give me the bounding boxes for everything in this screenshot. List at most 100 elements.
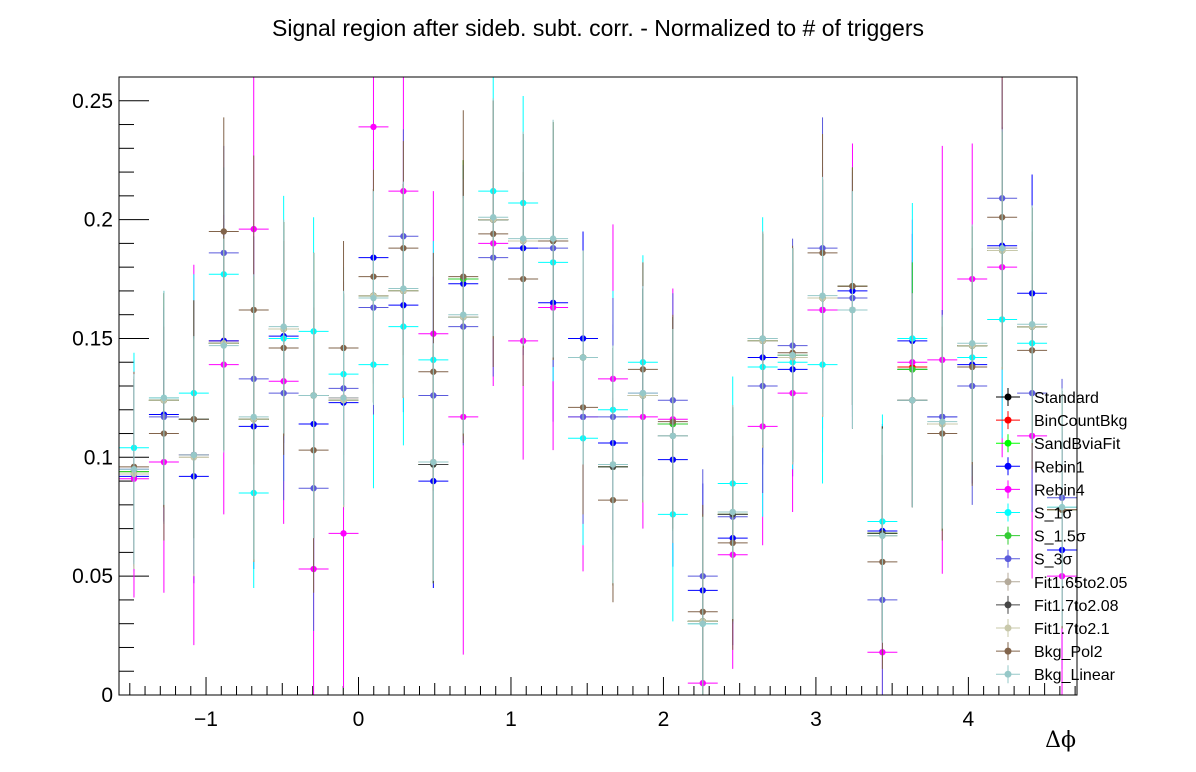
data-point bbox=[460, 311, 467, 318]
legend-marker bbox=[1004, 439, 1012, 447]
legend-label: S_1σ bbox=[1034, 506, 1072, 523]
legend-label: S_1.5σ bbox=[1034, 529, 1086, 546]
data-point bbox=[190, 451, 198, 459]
y-tick-label: 0.15 bbox=[72, 327, 113, 350]
data-point bbox=[789, 351, 796, 359]
x-tick-label: 0 bbox=[353, 708, 365, 731]
data-point bbox=[250, 413, 257, 421]
legend-label: Bkg_Pol2 bbox=[1034, 644, 1103, 661]
data-point bbox=[370, 123, 377, 131]
legend-item: Fit1.65to2.05 bbox=[996, 572, 1128, 592]
data-point bbox=[639, 389, 647, 397]
legend-marker bbox=[1004, 416, 1012, 424]
data-point bbox=[130, 465, 138, 473]
legend-item: Rebin1 bbox=[996, 457, 1085, 476]
data-point bbox=[579, 354, 587, 361]
data-point bbox=[849, 306, 856, 314]
plot-frame bbox=[118, 76, 1078, 696]
legend-marker bbox=[1004, 462, 1012, 470]
legend-label: Fit1.7to2.1 bbox=[1034, 621, 1110, 638]
legend-label: SandBviaFit bbox=[1034, 436, 1121, 453]
series-Rebin4 bbox=[119, 77, 1077, 695]
legend-item: Bkg_Pol2 bbox=[996, 642, 1103, 661]
data-point bbox=[220, 228, 227, 235]
legend-marker bbox=[1004, 578, 1012, 586]
legend-item: Fit1.7to2.1 bbox=[996, 619, 1110, 638]
series-BinCountBkg bbox=[119, 100, 1077, 695]
legend-item: Bkg_Linear bbox=[996, 665, 1116, 684]
series-S_1σ bbox=[119, 77, 1077, 695]
data-point bbox=[909, 397, 916, 404]
legend-marker bbox=[1004, 647, 1012, 655]
data-point bbox=[609, 461, 617, 468]
series-Fit1.65to2.05 bbox=[119, 100, 1077, 695]
legend-marker bbox=[1004, 485, 1012, 493]
data-point bbox=[819, 292, 826, 299]
legend-item: S_1.5σ bbox=[996, 526, 1086, 546]
y-tick-label: 0.05 bbox=[72, 565, 113, 588]
data-point bbox=[280, 323, 287, 330]
data-point bbox=[310, 392, 317, 399]
data-point bbox=[1028, 321, 1036, 328]
legend-label: Rebin1 bbox=[1034, 459, 1085, 476]
data-point bbox=[699, 620, 706, 627]
legend-item: Rebin4 bbox=[996, 480, 1085, 499]
data-point bbox=[1058, 504, 1066, 511]
legend-marker bbox=[1004, 624, 1012, 632]
x-tick-label: 2 bbox=[658, 708, 670, 731]
x-tick-label: −1 bbox=[194, 708, 218, 731]
legend-marker bbox=[1004, 509, 1012, 516]
series-Fit1.7to2.1 bbox=[119, 100, 1077, 695]
legend-marker bbox=[1004, 670, 1012, 678]
x-tick-label: 1 bbox=[505, 708, 517, 731]
legend: Standard BinCountBkg SandBviaFit Rebin1 Rebi… bbox=[996, 388, 1128, 684]
data-point bbox=[669, 432, 677, 440]
legend-item: SandBviaFit bbox=[996, 434, 1121, 453]
x-axis-label: Δϕ bbox=[1045, 728, 1076, 753]
legend-item: Fit1.7to2.08 bbox=[996, 595, 1119, 615]
legend-item: Standard bbox=[996, 388, 1099, 407]
legend-item: S_3σ bbox=[996, 549, 1072, 569]
series-Fit1.7to2.08 bbox=[119, 100, 1077, 695]
data-point bbox=[430, 458, 437, 466]
legend-label: BinCountBkg bbox=[1034, 413, 1127, 430]
data-series bbox=[119, 77, 1077, 695]
series-SandBviaFit bbox=[119, 100, 1077, 695]
y-tick-label: 0 bbox=[101, 684, 113, 707]
legend-marker bbox=[1004, 555, 1012, 563]
data-point bbox=[340, 394, 347, 402]
data-point bbox=[370, 294, 377, 302]
series-S_3σ bbox=[119, 79, 1077, 695]
data-point bbox=[969, 340, 976, 347]
data-point bbox=[220, 342, 227, 349]
series-S_1.5σ bbox=[119, 100, 1077, 695]
series-Standard bbox=[119, 100, 1077, 695]
data-point bbox=[400, 285, 407, 292]
data-point bbox=[998, 244, 1006, 252]
legend-label: Rebin4 bbox=[1034, 482, 1085, 499]
y-tick-label: 0.25 bbox=[72, 90, 113, 113]
series-Rebin1 bbox=[119, 100, 1077, 695]
data-point bbox=[160, 394, 168, 402]
legend-marker bbox=[1004, 393, 1012, 401]
axis-ticks bbox=[119, 76, 1076, 696]
legend-label: S_3σ bbox=[1034, 552, 1072, 569]
data-point bbox=[939, 418, 946, 425]
legend-marker bbox=[1004, 532, 1012, 540]
data-point bbox=[519, 235, 527, 242]
tick-labels: 0 0.05 0.1 0.15 0.2 0.25 −1 0 1 2 3 4 bbox=[72, 90, 974, 731]
data-point bbox=[729, 508, 736, 516]
legend-label: Fit1.65to2.05 bbox=[1034, 575, 1128, 592]
chart-title: Signal region after sideb. subt. corr. -… bbox=[272, 15, 924, 41]
series-Bkg_Linear bbox=[119, 98, 1077, 695]
data-point bbox=[490, 214, 497, 221]
x-tick-label: 4 bbox=[963, 708, 975, 731]
y-tick-label: 0.2 bbox=[84, 209, 113, 232]
legend-item: BinCountBkg bbox=[996, 411, 1127, 430]
legend-label: Fit1.7to2.08 bbox=[1034, 598, 1119, 615]
legend-marker bbox=[1004, 601, 1012, 609]
data-point bbox=[759, 335, 766, 342]
x-tick-label: 3 bbox=[810, 708, 822, 731]
series-Bkg_Pol2 bbox=[119, 77, 1077, 695]
